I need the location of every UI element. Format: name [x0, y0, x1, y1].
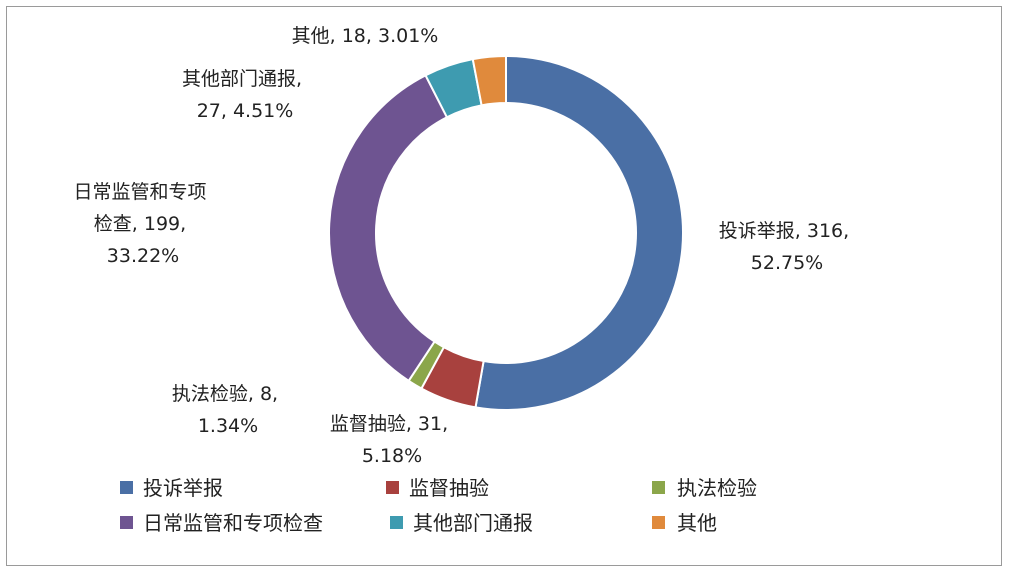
- data-label-sampling: 监督抽验, 31, 5.18%: [330, 413, 454, 467]
- legend: 投诉举报 监督抽验 执法检验 日常监管和专项检查 其他部门通报 其他: [120, 476, 757, 535]
- donut-slice-other: [471, 54, 507, 107]
- legend-label-daily-supervision: 日常监管和专项检查: [143, 511, 323, 535]
- legend-swatch-complaints: [120, 481, 133, 494]
- legend-label-sampling: 监督抽验: [409, 476, 489, 500]
- data-label-complaints: 投诉举报, 316, 52.75%: [719, 220, 855, 274]
- data-label-enforcement: 执法检验, 8, 1.34%: [172, 383, 284, 437]
- legend-swatch-other-departments: [390, 516, 403, 529]
- legend-label-enforcement: 执法检验: [677, 476, 757, 500]
- legend-swatch-enforcement: [652, 481, 665, 494]
- data-label-other: 其他, 18, 3.01%: [292, 25, 439, 47]
- data-label-other-departments: 其他部门通报, 27, 4.51%: [182, 68, 308, 122]
- legend-swatch-daily-supervision: [120, 516, 133, 529]
- legend-swatch-sampling: [386, 481, 399, 494]
- legend-label-other: 其他: [677, 511, 717, 535]
- donut-slice-daily-supervision: [328, 74, 449, 383]
- legend-label-complaints: 投诉举报: [143, 476, 223, 500]
- legend-swatch-other: [652, 516, 665, 529]
- donut-slice-complaints: [474, 54, 684, 411]
- donut-slices: [328, 54, 684, 411]
- data-label-daily-supervision: 日常监管和专项 检查, 199, 33.22%: [73, 181, 212, 267]
- legend-label-other-departments: 其他部门通报: [413, 511, 533, 535]
